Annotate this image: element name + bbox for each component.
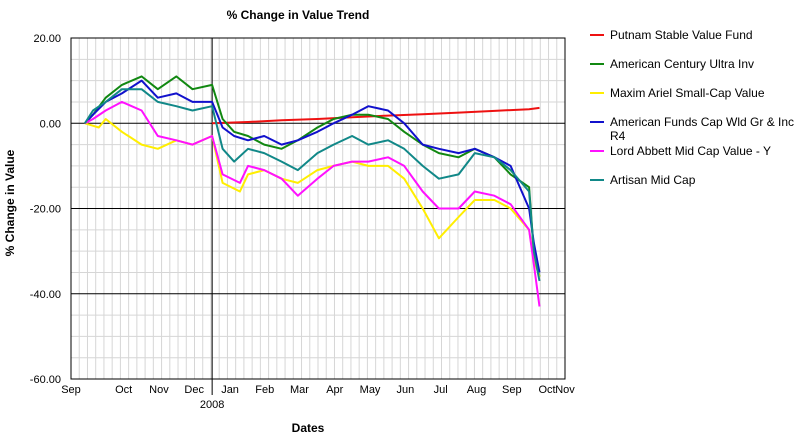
legend-label: Artisan Mid Cap xyxy=(610,173,696,187)
x-tick-label: Jun xyxy=(396,384,414,396)
legend-swatch xyxy=(590,34,604,36)
legend-item: American Funds Cap Wld Gr & Inc R4 xyxy=(590,115,800,143)
x-tick-label: Apr xyxy=(326,384,343,396)
x-tick-label: Sep xyxy=(502,384,522,396)
x-tick-label: Feb xyxy=(255,384,274,396)
legend-swatch xyxy=(590,150,604,152)
legend-item: Maxim Ariel Small-Cap Value xyxy=(590,86,800,100)
y-tick-label: -40.00 xyxy=(30,289,61,301)
legend-swatch xyxy=(590,179,604,181)
y-tick-label: 20.00 xyxy=(33,33,61,45)
legend-label: American Century Ultra Inv xyxy=(610,57,755,71)
x-tick-label: Sep xyxy=(61,384,81,396)
series-line-5 xyxy=(84,88,541,282)
y-tick-label: 0.00 xyxy=(40,118,61,130)
legend-swatch xyxy=(590,92,604,94)
legend-label: Putnam Stable Value Fund xyxy=(610,28,753,42)
plot-border xyxy=(70,37,566,380)
y-axis-label: % Change in Value xyxy=(3,149,17,256)
x-tick-label: Nov xyxy=(149,384,169,396)
series-line-0 xyxy=(212,106,540,125)
x-axis-label: Dates xyxy=(292,421,325,435)
legend-item: Lord Abbett Mid Cap Value - Y xyxy=(590,144,800,158)
series-line-4 xyxy=(84,100,541,307)
legend-label: Lord Abbett Mid Cap Value - Y xyxy=(610,144,771,158)
x-tick-label: Dec xyxy=(184,384,204,396)
x-tick-label: May xyxy=(360,384,381,396)
x-tick-label: Oct xyxy=(115,384,132,396)
legend-label: Maxim Ariel Small-Cap Value xyxy=(610,86,765,100)
series-line-3 xyxy=(84,79,541,273)
chart-title: % Change in Value Trend xyxy=(227,8,370,22)
y-tick-label: -20.00 xyxy=(30,204,61,216)
legend-item: Putnam Stable Value Fund xyxy=(590,28,800,42)
x-tick-label: Nov xyxy=(555,384,575,396)
x-year-label: 2008 xyxy=(200,399,224,411)
x-tick-label: Aug xyxy=(467,384,487,396)
legend-item: Artisan Mid Cap xyxy=(590,173,800,187)
x-tick-label: Mar xyxy=(290,384,309,396)
x-tick-label: Jan xyxy=(221,384,239,396)
legend-swatch xyxy=(590,63,604,65)
x-tick-label: Oct xyxy=(539,384,556,396)
x-tick-label: Jul xyxy=(434,384,448,396)
legend-label: American Funds Cap Wld Gr & Inc R4 xyxy=(610,115,795,143)
series-line-2 xyxy=(84,118,541,278)
legend-item: American Century Ultra Inv xyxy=(590,57,800,71)
legend-swatch xyxy=(590,121,604,123)
y-tick-label: -60.00 xyxy=(30,374,61,386)
